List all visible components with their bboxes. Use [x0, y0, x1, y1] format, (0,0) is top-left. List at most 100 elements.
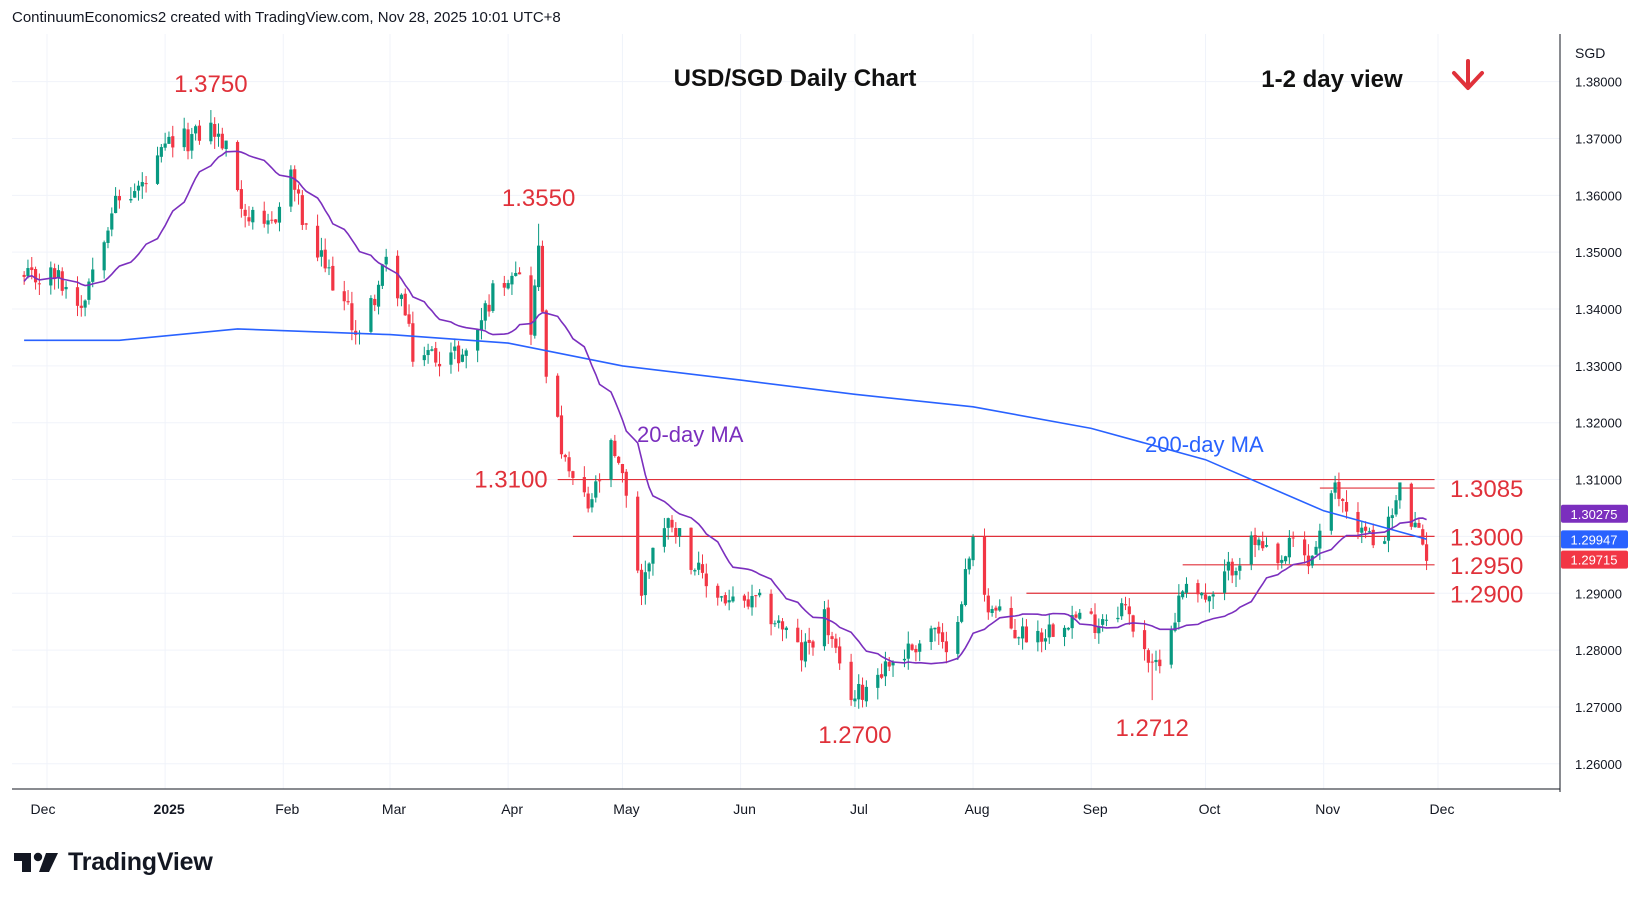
- candle-body: [1367, 531, 1372, 533]
- candle-body: [1154, 659, 1158, 663]
- candle-body: [597, 480, 602, 482]
- view-label: 1-2 day view: [1261, 66, 1403, 93]
- candle-body: [636, 496, 640, 571]
- candle-body: [102, 242, 106, 271]
- price-badges: 1.30275 1.29947 1.29715: [1561, 504, 1628, 569]
- candle-body: [1390, 515, 1394, 519]
- candle-body: [994, 607, 998, 611]
- candle-body: [1184, 583, 1189, 593]
- candle-body: [304, 223, 308, 225]
- candle-body: [430, 349, 434, 351]
- ma20-line: [23, 150, 1427, 665]
- candle-body: [380, 264, 384, 286]
- candle-body: [60, 271, 64, 291]
- candle-body: [617, 456, 621, 463]
- candle-body: [666, 518, 670, 528]
- candle-body: [960, 604, 964, 622]
- tradingview-brand[interactable]: TradingView: [14, 845, 213, 879]
- chart-grid: [12, 34, 1560, 789]
- candle-body: [491, 283, 495, 311]
- candle-body: [464, 350, 468, 356]
- candle-body: [79, 305, 83, 308]
- price-badge-label: 1.29715: [1571, 553, 1618, 568]
- price-annotation: 1.3550: [502, 185, 575, 212]
- candle-body: [453, 346, 457, 351]
- candle-body: [796, 627, 800, 643]
- candle-body: [700, 564, 705, 573]
- candle-body: [1303, 539, 1307, 556]
- candle-body: [213, 123, 217, 137]
- candle-body: [106, 230, 110, 243]
- candle-body: [262, 210, 266, 224]
- candle-body: [697, 562, 701, 570]
- candle-body: [216, 133, 221, 137]
- candle-body: [967, 558, 971, 570]
- candle-body: [662, 528, 666, 547]
- candle-body: [22, 274, 26, 277]
- price-tick-label: 1.27000: [1575, 700, 1622, 715]
- candle-body: [194, 126, 198, 134]
- candle-body: [822, 609, 827, 647]
- candle-body: [731, 596, 735, 602]
- candle-body: [537, 245, 541, 288]
- candle-body: [110, 213, 114, 230]
- candle-body: [37, 283, 41, 285]
- candle-body: [620, 464, 625, 474]
- candle-body: [369, 298, 373, 332]
- candle-body: [1211, 594, 1215, 597]
- level-label: 1.3085: [1450, 476, 1523, 503]
- candle-body: [716, 585, 720, 598]
- month-tick-label: 2025: [154, 801, 185, 817]
- level-label: 1.2900: [1450, 581, 1523, 608]
- candle-body: [1360, 527, 1364, 533]
- ma20-label: 20-day MA: [637, 422, 744, 447]
- candle-body: [1413, 522, 1417, 528]
- candle-body: [556, 375, 560, 417]
- candle-body: [769, 593, 773, 625]
- candle-body: [1051, 624, 1055, 637]
- candle-body: [1287, 537, 1291, 558]
- candle-body: [33, 269, 38, 283]
- candle-body: [647, 563, 651, 572]
- candle-body: [30, 267, 34, 271]
- candle-body: [247, 217, 251, 222]
- candle-body: [1314, 546, 1318, 555]
- candle-body: [456, 345, 461, 364]
- month-tick-label: Sep: [1083, 801, 1108, 817]
- tradingview-logo-icon: [14, 852, 58, 872]
- candle-body: [540, 245, 545, 312]
- price-tick-label: 1.28000: [1575, 643, 1622, 658]
- candle-body: [678, 528, 682, 537]
- time-axis[interactable]: Dec 2025 Feb Mar Apr May Jun Jul Aug Sep Oct Nov Dec: [31, 801, 1455, 817]
- candle-body: [197, 125, 202, 141]
- price-badge: [1561, 504, 1628, 523]
- candle-body: [403, 293, 407, 316]
- candle-body: [1047, 624, 1051, 638]
- candle-body: [689, 527, 693, 570]
- candle-body: [1230, 561, 1234, 576]
- candle-body: [1070, 615, 1074, 629]
- candle-body: [1203, 594, 1208, 600]
- candle-body: [1276, 543, 1280, 564]
- candle-body: [517, 272, 522, 275]
- currency-label: SGD: [1575, 45, 1605, 61]
- candle-body: [1040, 632, 1044, 642]
- candle-body: [860, 684, 865, 700]
- candle-body: [49, 267, 53, 286]
- red-down-arrow-icon: [1452, 59, 1484, 90]
- candle-body: [1409, 483, 1413, 527]
- month-tick-label: Aug: [965, 801, 990, 817]
- candle-body: [571, 471, 575, 478]
- candle-body: [1120, 603, 1124, 617]
- candle-body: [670, 519, 674, 528]
- candle-body: [1356, 511, 1360, 533]
- candle-body: [1344, 501, 1349, 512]
- candle-body: [342, 291, 346, 302]
- month-tick-label: Feb: [275, 801, 299, 817]
- candle-body: [144, 183, 148, 185]
- price-annotation: 1.2700: [818, 722, 891, 749]
- candle-body: [1123, 604, 1128, 606]
- price-axis[interactable]: 1.38000 1.37000 1.36000 1.35000 1.34000 1.330…: [1575, 75, 1622, 772]
